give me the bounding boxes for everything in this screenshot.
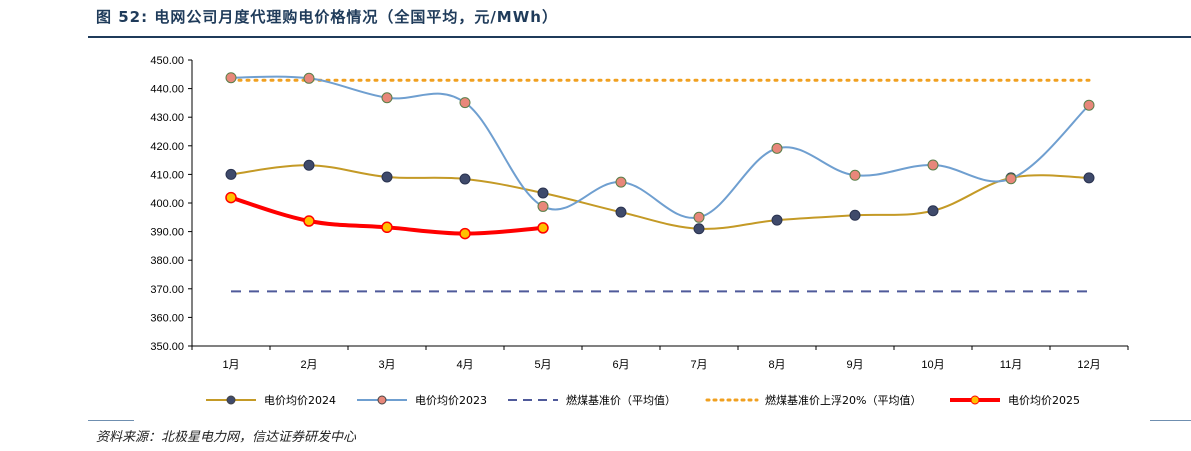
data-point-2023	[1083, 99, 1095, 111]
series-line-2023	[230, 75, 1090, 219]
data-point-2024	[693, 223, 705, 235]
legend-swatch-marker	[377, 395, 387, 405]
data-point-2024	[225, 168, 237, 180]
legend-label: 燃煤基准价上浮20%（平均值）	[765, 393, 921, 407]
data-point-2025	[537, 222, 549, 234]
x-tick-label: 3月	[378, 359, 395, 371]
data-point-2023	[927, 159, 939, 171]
x-tick-label: 7月	[690, 359, 707, 371]
y-tick-label: 350.00	[150, 341, 184, 353]
legend-item: 电价均价2025	[950, 394, 1080, 407]
data-point-2023	[615, 176, 627, 188]
data-point-2024	[615, 206, 627, 218]
legend-item: 电价均价2024	[206, 394, 336, 407]
series-0	[225, 159, 1095, 235]
data-point-2025	[303, 215, 315, 227]
figure-title: 图 52: 电网公司月度代理购电价格情况（全国平均，元/MWh）	[96, 8, 558, 26]
bottom-rule-right	[1150, 420, 1191, 421]
data-point-2024	[303, 159, 315, 171]
data-point-2025	[459, 227, 471, 240]
data-point-2024	[1083, 172, 1095, 184]
y-tick-label: 400.00	[150, 198, 184, 210]
series-4	[225, 191, 549, 240]
data-point-2023	[225, 72, 237, 84]
title-rule	[88, 36, 1191, 38]
y-tick-label: 370.00	[150, 284, 184, 296]
data-point-2024	[849, 209, 861, 221]
data-point-2024	[381, 171, 393, 183]
legend-item: 燃煤基准价上浮20%（平均值）	[705, 393, 921, 407]
x-tick-label: 12月	[1077, 359, 1100, 371]
x-tick-label: 9月	[846, 359, 863, 371]
legend-label: 电价均价2025	[1008, 394, 1080, 407]
source-note: 资料来源：北极星电力网，信达证券研发中心	[96, 430, 357, 445]
data-point-2023	[693, 211, 705, 223]
data-point-2023	[537, 200, 549, 212]
x-tick-label: 4月	[456, 359, 473, 371]
y-tick-label: 450.00	[150, 55, 184, 67]
x-tick-label: 5月	[534, 359, 551, 371]
legend-item: 燃煤基准价（平均值）	[508, 393, 676, 407]
data-point-2024	[537, 187, 549, 199]
data-point-2023	[459, 97, 471, 109]
data-point-2025	[381, 221, 393, 234]
y-tick-label: 440.00	[150, 84, 184, 96]
data-point-2023	[303, 72, 315, 84]
data-point-2023	[771, 142, 783, 154]
legend-label: 电价均价2024	[264, 394, 336, 407]
data-point-2024	[771, 214, 783, 226]
y-tick-label: 360.00	[150, 312, 184, 324]
x-tick-label: 11月	[1000, 359, 1022, 371]
legend-item: 电价均价2023	[357, 394, 487, 407]
series-1	[225, 72, 1095, 223]
x-tick-label: 6月	[612, 359, 629, 371]
legend-label: 电价均价2023	[415, 394, 487, 407]
y-tick-label: 420.00	[150, 141, 184, 153]
data-point-2023	[849, 169, 861, 181]
chart-series	[225, 72, 1095, 293]
series-line-2024	[230, 164, 1090, 230]
y-tick-label: 410.00	[150, 169, 184, 181]
bottom-rule-left	[88, 420, 134, 421]
data-point-2024	[459, 173, 471, 185]
y-tick-label: 380.00	[150, 255, 184, 267]
x-tick-label: 8月	[768, 359, 785, 371]
data-point-2023	[381, 92, 393, 104]
data-point-2023	[1005, 173, 1017, 185]
data-point-2025	[225, 191, 237, 204]
x-tick-label: 1月	[222, 359, 239, 371]
chart-axes: 350.00 360.00 370.00 380.00 390.00 400.00 410.…	[150, 55, 1129, 371]
data-point-2024	[927, 205, 939, 217]
y-tick-label: 430.00	[150, 112, 184, 124]
chart-legend: 电价均价2024 电价均价2023 燃煤基准价（平均值） 燃煤基准价上浮20%（平均值…	[206, 393, 1080, 407]
legend-label: 燃煤基准价（平均值）	[566, 393, 676, 407]
y-tick-label: 390.00	[150, 227, 184, 239]
legend-swatch-marker	[970, 395, 980, 405]
x-tick-label: 10月	[921, 359, 944, 371]
legend-swatch-marker	[226, 395, 236, 405]
x-tick-label: 2月	[300, 359, 317, 371]
